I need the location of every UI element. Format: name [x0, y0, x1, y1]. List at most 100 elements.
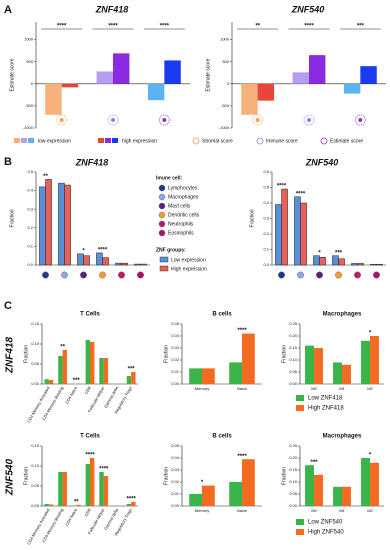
x-tick-label: Memory: [195, 508, 209, 513]
y-axis-label: Fraction: [9, 209, 15, 227]
bar: [257, 83, 275, 101]
bar: [343, 83, 361, 94]
significance: ****: [98, 247, 108, 253]
legend-title: Imune cell:: [156, 175, 182, 181]
y-tick-label: 0.15: [31, 443, 40, 448]
bar: [44, 504, 49, 506]
y-tick-label: 0.25: [289, 443, 298, 448]
score-icon: [107, 114, 119, 126]
bar: [77, 253, 84, 266]
y-tick-label: 0.4: [27, 188, 33, 193]
bar: [314, 474, 323, 506]
cell-icon: [80, 271, 87, 279]
cell-icon: [137, 271, 144, 279]
significance: ****: [237, 328, 247, 334]
legend-swatch: [296, 519, 304, 525]
x-tick-label: Naive: [237, 386, 248, 391]
y-tick-label: 0.1: [263, 247, 269, 252]
y-tick-label: 0.2: [27, 225, 33, 230]
bar: [281, 188, 288, 266]
legend-swatch: [296, 529, 304, 535]
cell-icon: [335, 271, 342, 279]
legend-icon: [158, 211, 166, 219]
y-tick-label: -1000: [23, 125, 34, 130]
bar: [376, 263, 383, 266]
significance: ****: [160, 24, 170, 30]
bar: [292, 72, 309, 84]
legend-label: Mast cells: [168, 203, 191, 209]
y-tick-label: 0.5: [27, 169, 33, 174]
bar: [202, 485, 215, 506]
bar: [102, 257, 109, 266]
bar: [309, 55, 326, 84]
chart-title: Macrophages: [323, 434, 362, 440]
row-label: ZNF540: [5, 459, 16, 497]
y-tick-label: 0.4: [263, 200, 269, 205]
bar: [140, 263, 147, 266]
score-icon: [162, 118, 167, 122]
significance: ****: [57, 24, 67, 30]
y-tick-label: 0.15: [289, 345, 298, 350]
y-tick-label: 0.05: [289, 491, 298, 496]
significance: **: [255, 24, 260, 30]
bar: [126, 376, 132, 384]
bar: [314, 348, 323, 384]
score-icon: [354, 114, 366, 126]
legend-icon: [192, 137, 200, 145]
y-tick-label: 0: [227, 81, 230, 86]
panel-label: B: [4, 156, 12, 168]
y-tick-label: 0.00: [171, 503, 180, 508]
bar: [48, 504, 54, 506]
significance: *: [369, 331, 372, 337]
bar: [103, 358, 109, 384]
x-tick-label: M2: [367, 386, 373, 391]
y-tick-label: 0.10: [289, 479, 298, 484]
chart-title: T Cells: [80, 434, 100, 440]
y-tick-label: 0.3: [263, 216, 269, 221]
x-tick-label: CD4 Naive: [64, 507, 78, 527]
y-axis-label: Estimate score: [205, 58, 211, 91]
y-tick-label: 0.15: [31, 321, 40, 326]
y-tick-label: 0.2: [263, 231, 269, 236]
y-tick-label: 0.03: [171, 345, 180, 350]
legend-swatch: [159, 256, 169, 263]
bar: [357, 263, 364, 266]
bar: [44, 379, 49, 384]
y-tick-label: -500: [25, 103, 34, 108]
legend-title: ZNF groups:: [156, 247, 186, 253]
legend-label: Low expression: [171, 257, 206, 263]
panel-label: C: [4, 300, 12, 312]
bar: [45, 179, 52, 266]
score-icon: [158, 114, 170, 126]
legend-label: Eosinophils: [168, 230, 194, 236]
cell-icon: [118, 271, 125, 279]
bar: [360, 66, 377, 84]
bar: [202, 368, 215, 384]
y-tick-label: 0.05: [289, 369, 298, 374]
legend-swatch: [296, 405, 304, 411]
chart-title: T Cells: [80, 312, 100, 318]
x-tick-label: Naive: [237, 508, 248, 513]
y-tick-label: 0.00: [289, 381, 298, 386]
significance: *: [369, 453, 372, 459]
y-tick-label: 0.15: [289, 467, 298, 472]
bar: [361, 458, 370, 506]
significance: ****: [99, 467, 109, 473]
y-tick-label: 0.10: [289, 357, 298, 362]
bar: [90, 342, 95, 384]
bar: [58, 356, 63, 384]
y-tick-label: 0.00: [31, 381, 40, 386]
significance: ***: [73, 378, 81, 384]
bar: [90, 458, 95, 506]
legend-swatch: [159, 265, 169, 272]
bar: [241, 83, 258, 115]
chart-title: ZNF540: [291, 4, 325, 14]
legend-icon: [158, 193, 166, 201]
bar: [85, 340, 90, 384]
bar: [351, 263, 358, 266]
x-tick-label: M1: [339, 508, 345, 513]
legend-label: High expression: [171, 266, 207, 272]
bar: [121, 262, 128, 266]
bar: [189, 494, 202, 506]
x-tick-label: M0: [311, 386, 317, 391]
